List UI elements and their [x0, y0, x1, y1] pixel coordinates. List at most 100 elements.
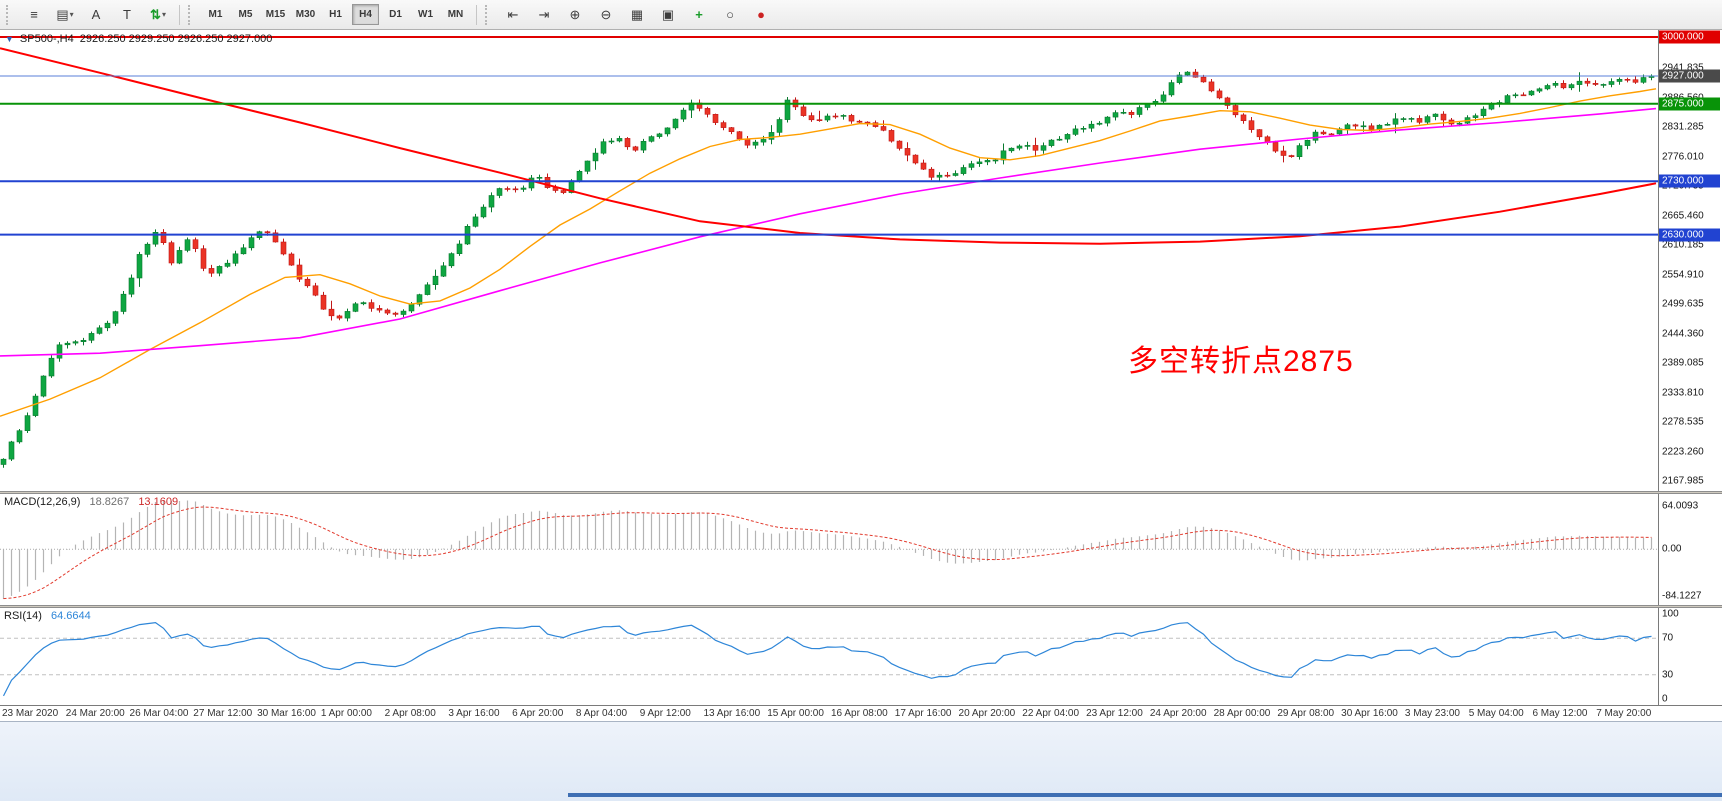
time-axis-label: 26 Mar 04:00	[129, 708, 189, 719]
macd-name: MACD(12,26,9)	[4, 496, 81, 508]
cursor-a-icon[interactable]: A	[91, 7, 101, 22]
rsi-axis-label: 100	[1662, 608, 1679, 620]
price-tag: 2927.000	[1659, 69, 1720, 83]
rsi-axis-label: 70	[1662, 632, 1674, 644]
price-axis-label: 2610.185	[1662, 239, 1704, 251]
time-axis-label: 9 Apr 12:00	[639, 708, 691, 719]
time-axis-label: 16 Apr 08:00	[831, 708, 888, 719]
macd-main-value: 18.8267	[89, 496, 130, 508]
time-axis-label: 2 Apr 08:00	[384, 708, 436, 719]
panel-divider[interactable]	[0, 605, 1722, 608]
time-axis-label: 30 Mar 16:00	[257, 708, 316, 719]
time-axis-label: 3 May 23:00	[1404, 708, 1460, 719]
timeframe-m30[interactable]: M30	[295, 9, 316, 20]
ohlc-values: 2926.250 2929.250 2926.250 2927.000	[79, 33, 273, 45]
timeframe-d1[interactable]: D1	[389, 9, 402, 20]
price-axis-label: 2444.360	[1662, 328, 1704, 340]
rsi-label: RSI(14) 64.6644	[4, 610, 91, 622]
macd-plot[interactable]	[0, 494, 1658, 605]
price-axis-label: 2223.260	[1662, 446, 1704, 458]
price-tag: 2730.000	[1659, 174, 1720, 188]
panel-divider[interactable]	[0, 491, 1722, 494]
price-chart-plot[interactable]	[0, 30, 1658, 491]
charts-menu-icon[interactable]: ≡	[30, 7, 38, 22]
time-axis-label: 23 Apr 12:00	[1086, 708, 1143, 719]
time-axis-label: 1 Apr 00:00	[320, 708, 372, 719]
rsi-panel: RSI(14) 64.6644 100 70 30 0	[0, 608, 1722, 705]
record-icon[interactable]: ●	[757, 7, 765, 22]
price-axis-label: 2499.635	[1662, 298, 1704, 310]
tile-windows-icon[interactable]: ▦	[630, 6, 644, 22]
toolbar-grip[interactable]	[6, 4, 14, 25]
time-axis-label: 13 Apr 16:00	[703, 708, 761, 719]
rsi-axis-label: 30	[1662, 669, 1674, 681]
bottom-blue-bar	[568, 793, 1722, 797]
toolbar-separator	[179, 4, 180, 25]
timeframe-h4[interactable]: H4	[352, 4, 379, 25]
price-axis[interactable]: 2941.8352886.5602831.2852776.0102720.735…	[1658, 30, 1722, 491]
time-axis-label: 15 Apr 00:00	[767, 708, 824, 719]
symbol-label: ▼ SP500-,H4 2926.250 2929.250 2926.250 2…	[5, 33, 272, 45]
macd-axis-label: 64.0093	[1662, 500, 1699, 512]
price-axis-label: 2554.910	[1662, 269, 1704, 281]
rsi-plot[interactable]	[0, 608, 1658, 705]
toolbar-grip[interactable]	[188, 4, 196, 25]
time-axis-label: 28 Apr 00:00	[1213, 708, 1271, 719]
time-axis-label: 29 Apr 08:00	[1277, 708, 1335, 719]
price-axis-label: 2665.460	[1662, 210, 1704, 222]
timeframe-h1[interactable]: H1	[329, 9, 342, 20]
time-axis-label: 24 Mar 20:00	[65, 708, 125, 719]
rsi-axis[interactable]: 100 70 30 0	[1658, 608, 1722, 705]
chart-annotation: 多空转折点2875	[1128, 345, 1354, 378]
chart-icon: ▼	[5, 34, 14, 44]
time-axis-label: 7 May 20:00	[1596, 708, 1652, 719]
text-tool-icon[interactable]: T	[123, 7, 131, 22]
bottom-area	[0, 721, 1722, 801]
time-axis-label: 20 Apr 20:00	[958, 708, 1016, 719]
price-axis-label: 2831.285	[1662, 121, 1704, 133]
time-axis[interactable]: 23 Mar 2020 24 Mar 20:00 26 Mar 04:00 27 Ma…	[0, 705, 1722, 721]
toolbar-separator	[476, 4, 477, 25]
toolbar-grip[interactable]	[485, 4, 493, 25]
toolbar: ≡ ▤ ▾ A T ⇅ ▾ M1 M5 M15 M30 H1 H4 D1 W1 MN ⇤ ⇥ ⊕ ⊖ ▦ ▣ + ○ ●	[0, 0, 1722, 30]
rsi-name: RSI(14)	[4, 610, 42, 622]
main-chart-panel: ▼ SP500-,H4 2926.250 2929.250 2926.250 2…	[0, 30, 1722, 491]
macd-signal-value: 13.1609	[138, 496, 179, 508]
arrows-tool-icon[interactable]: ⇅ ▾	[150, 6, 166, 22]
macd-label: MACD(12,26,9) 18.8267 13.1609	[4, 496, 178, 508]
timeframe-m15[interactable]: M15	[265, 9, 286, 20]
price-axis-label: 2333.810	[1662, 387, 1704, 399]
cascade-windows-icon[interactable]: ▣	[661, 6, 675, 22]
price-tag: 3000.000	[1659, 30, 1720, 44]
search-icon[interactable]: ○	[726, 7, 734, 22]
timeframe-mn[interactable]: MN	[447, 9, 464, 20]
time-axis-label: 3 Apr 16:00	[448, 708, 500, 719]
time-axis-label: 27 Mar 12:00	[193, 708, 253, 719]
price-axis-label: 2278.535	[1662, 416, 1704, 428]
macd-panel: MACD(12,26,9) 18.8267 13.1609 64.0093 0.0…	[0, 494, 1722, 605]
price-axis-label: 2389.085	[1662, 357, 1704, 369]
price-tag: 2630.000	[1659, 228, 1720, 242]
price-axis-label: 2776.010	[1662, 151, 1704, 163]
price-axis-label: 2941.835	[1662, 62, 1704, 74]
rsi-value: 64.6644	[50, 610, 91, 622]
time-axis-label: 17 Apr 16:00	[894, 708, 952, 719]
auto-scroll-icon[interactable]: ⇥	[538, 6, 550, 22]
zoom-in-icon[interactable]: ⊕	[569, 6, 581, 22]
macd-axis[interactable]: 64.0093 0.00 -84.1227	[1658, 494, 1722, 605]
macd-axis-label: -84.1227	[1662, 590, 1702, 602]
macd-axis-label: 0.00	[1662, 543, 1682, 555]
time-axis-label: 24 Apr 20:00	[1149, 708, 1207, 719]
rsi-axis-label: 0	[1662, 693, 1668, 705]
zoom-out-icon[interactable]: ⊖	[600, 6, 612, 22]
new-order-icon[interactable]: +	[695, 7, 703, 22]
timeframe-w1[interactable]: W1	[418, 9, 433, 20]
price-tag: 2875.000	[1659, 97, 1720, 111]
timeframe-m1[interactable]: M1	[208, 9, 223, 20]
new-chart-icon[interactable]: ▤ ▾	[56, 6, 74, 22]
timeframe-m5[interactable]: M5	[238, 9, 253, 20]
time-axis-label: 6 May 12:00	[1532, 708, 1588, 719]
time-axis-label: 5 May 04:00	[1468, 708, 1524, 719]
chart-shift-icon[interactable]: ⇤	[507, 6, 519, 22]
time-axis-label: 23 Mar 2020	[2, 708, 59, 719]
